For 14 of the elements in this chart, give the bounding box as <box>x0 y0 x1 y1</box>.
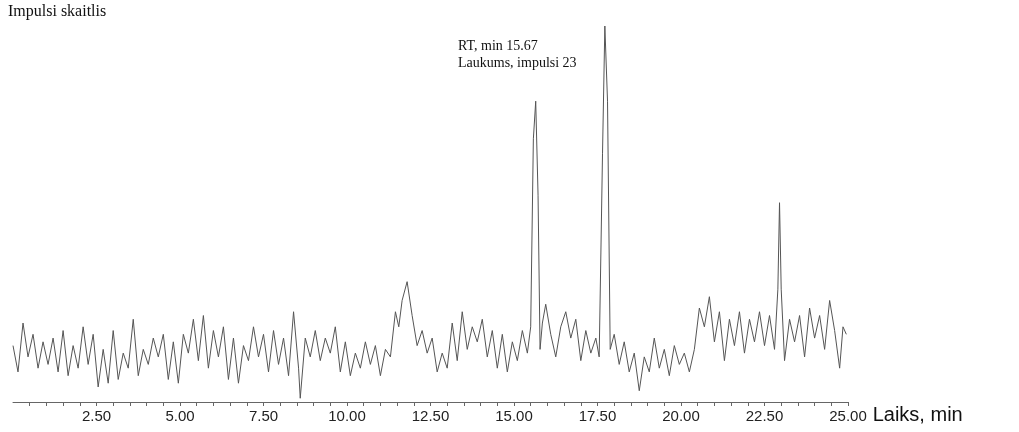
x-tick-label: 15.00 <box>495 407 533 424</box>
annotation: Laukums, impulsi 23 <box>458 54 577 70</box>
x-tick-label: 12.50 <box>411 407 450 424</box>
x-tick-label: 22.50 <box>745 407 784 424</box>
x-tick-label: 20.00 <box>662 407 700 424</box>
x-tick-label: 2.50 <box>81 407 112 424</box>
annotation: RT, min 15.67 <box>458 37 538 53</box>
x-tick-label: 25.00 <box>829 407 867 424</box>
x-tick-label: 5.00 <box>165 407 195 424</box>
x-tick-label: 17.50 <box>578 407 617 424</box>
x-axis-title: Laiks, min <box>872 403 963 425</box>
x-tick-label: 10.00 <box>328 407 366 424</box>
x-tick-label: 7.50 <box>248 407 279 424</box>
y-axis-title: Impulsi skaitlis <box>8 1 107 20</box>
